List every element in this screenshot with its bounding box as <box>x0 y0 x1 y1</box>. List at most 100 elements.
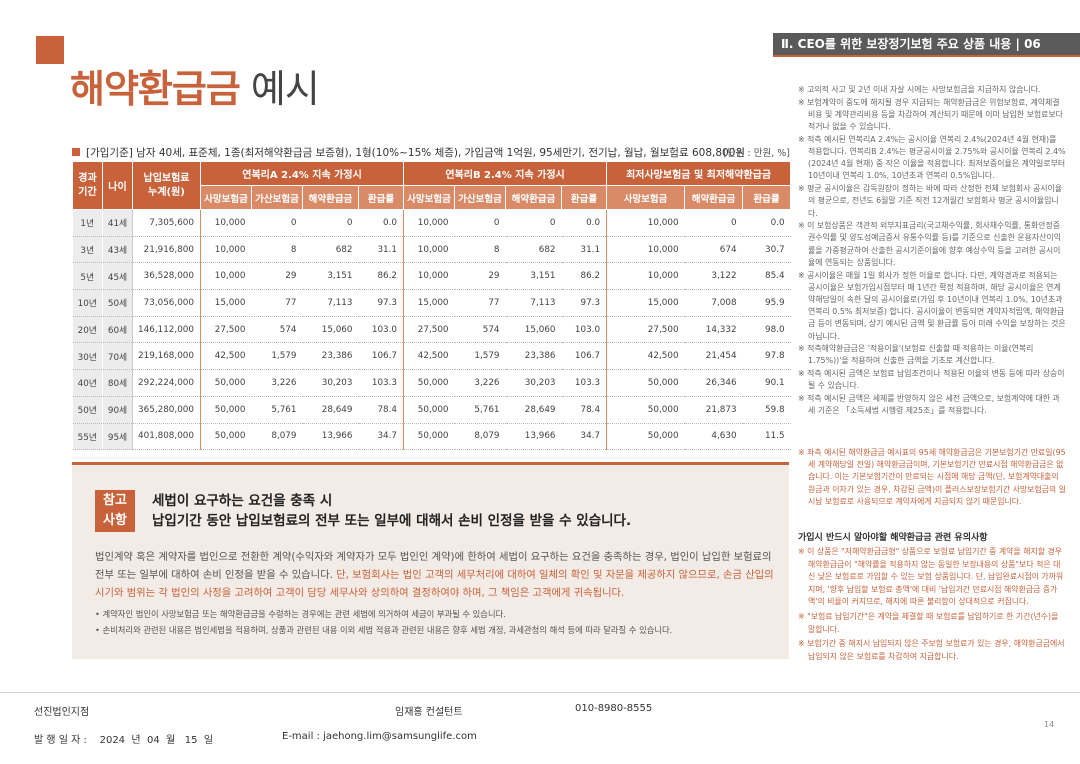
table-cell: 10,000 <box>200 209 252 237</box>
table-cell: 50,000 <box>403 423 455 451</box>
corner-accent-block <box>36 36 64 64</box>
reference-badge: 참고 사항 <box>95 490 135 532</box>
badge-line-2: 사항 <box>103 513 127 528</box>
table-cell: 50,000 <box>200 369 252 397</box>
table-cell: 50,000 <box>200 396 252 424</box>
surrender-value-table: 경과 기간 나이 납입보험료 누계(원) 연복리A 2.4% 지속 가정시 연복… <box>72 161 792 451</box>
footer-phone: 010-8980-8555 <box>575 703 653 714</box>
side-note: ※ 적측 예시된 금액은 보험료 납입조건이나 적용된 이율의 변동 등에 따라… <box>798 369 1065 391</box>
reference-bullet: • 계약자인 법인이 사망보험금 또는 해약환급금을 수령하는 경우에는 관련 … <box>95 609 506 619</box>
table-cell: 106.7 <box>561 342 607 371</box>
side-note: ※ 공시이율은 매월 1일 회사가 정한 이율로 합니다. 다만, 계약경과로 … <box>798 270 1066 341</box>
table-cell: 10,000 <box>200 262 252 291</box>
table-cell: 1,579 <box>454 342 506 371</box>
table-cell: 0 <box>454 209 506 237</box>
table-cell: 20년 <box>72 316 103 344</box>
table-cell: 14,332 <box>684 316 743 344</box>
table-cell: 30,203 <box>505 369 562 397</box>
sub-column-header: 가산보험금 <box>454 185 507 210</box>
table-cell: 5,761 <box>251 396 303 424</box>
table-cell: 10년 <box>72 289 103 317</box>
table-row: 55년 95세 401,808,000 50,000 8,079 13,966 34.7 50… <box>72 423 791 451</box>
table-cell: 50,000 <box>403 369 455 397</box>
caution-note: ※ 이 상품은 "저해약환급금형" 상품으로 보험료 납입기간 중 계약을 해지… <box>798 547 1064 607</box>
table-cell: 70세 <box>102 342 133 371</box>
sub-column-header: 사망보험금 <box>403 185 456 210</box>
page-title-rest: 예시 <box>239 67 320 111</box>
table-cell: 106.7 <box>358 342 404 371</box>
caution-note: ※ 보험기간 중 해지시 납입되지 않은 주보험 보험료가 있는 경우, 해약환… <box>798 639 1065 661</box>
reference-heading: 세법이 요구하는 요건을 충족 시 납입기간 동안 납입보험료의 전부 또는 일… <box>152 491 631 531</box>
table-cell: 103.3 <box>358 369 404 397</box>
table-cell: 86.2 <box>358 262 404 291</box>
table-cell: 30년 <box>72 342 103 371</box>
table-cell: 674 <box>684 236 743 264</box>
table-cell: 13,966 <box>302 423 359 451</box>
side-note: ※ 적측해약환급금은 '적용이율'(보험료 신출할 때 적용하는 이율(연복리 … <box>798 344 1034 366</box>
table-cell: 10,000 <box>606 236 685 264</box>
table-cell: 10,000 <box>403 209 455 237</box>
footer-rule <box>0 692 1080 693</box>
table-cell: 23,386 <box>505 342 562 371</box>
table-cell: 0.0 <box>742 209 791 237</box>
table-cell: 15,000 <box>403 289 455 317</box>
table-cell: 43세 <box>102 236 133 264</box>
table-cell: 73,056,000 <box>132 289 201 317</box>
reference-bullet: • 손비처리와 관련된 내용은 법인세법을 적용하며, 상품과 관련된 내용 이… <box>95 625 673 635</box>
table-cell: 3,226 <box>454 369 506 397</box>
table-cell: 8,079 <box>454 423 506 451</box>
table-cell: 21,873 <box>684 396 743 424</box>
table-cell: 42,500 <box>606 342 685 371</box>
table-cell: 7,008 <box>684 289 743 317</box>
table-cell: 50세 <box>102 289 133 317</box>
col-age: 나이 <box>102 161 133 210</box>
table-row: 20년 60세 146,112,000 27,500 574 15,060 103.0 27,… <box>72 316 791 344</box>
table-cell: 97.3 <box>561 289 607 317</box>
table-cell: 3,122 <box>684 262 743 291</box>
table-cell: 30.7 <box>742 236 791 264</box>
sub-column-header: 해약환급금 <box>505 185 563 210</box>
side-note: ※ 평균 공시이율은 감독원장이 정하는 바에 따라 산정한 전체 보험회사 공… <box>798 184 1062 218</box>
table-cell: 86.2 <box>561 262 607 291</box>
basis-text: [가입기준] 남자 40세, 표준체, 1종(최저해약환급금 보증형), 1형(… <box>86 147 746 159</box>
table-cell: 28,649 <box>505 396 562 424</box>
reference-heading-line-2: 납입기간 동안 납입보험료의 전부 또는 일부에 대해서 손비 인정을 받을 수… <box>152 513 632 529</box>
table-cell: 28,649 <box>302 396 359 424</box>
table-cell: 27,500 <box>403 316 455 344</box>
table-cell: 21,454 <box>684 342 743 371</box>
group-b-header: 연복리B 2.4% 지속 가정시 <box>403 161 608 186</box>
table-cell: 27,500 <box>200 316 252 344</box>
caution-notes: ※ 이 상품은 "저해약환급금형" 상품으로 보험료 납입기간 중 계약을 해지… <box>798 546 1066 665</box>
section-header: Ⅱ. CEO를 위한 보장정기보험 주요 상품 내용 | 06 <box>773 33 1080 55</box>
table-cell: 0.0 <box>358 209 404 237</box>
table-cell: 21,916,800 <box>132 236 201 264</box>
table-cell: 30,203 <box>302 369 359 397</box>
table-cell: 36,528,000 <box>132 262 201 291</box>
table-cell: 97.8 <box>742 342 791 371</box>
table-cell: 31.1 <box>358 236 404 264</box>
table-cell: 0 <box>302 209 359 237</box>
table-cell: 15,000 <box>606 289 685 317</box>
table-cell: 85.4 <box>742 262 791 291</box>
side-note: ※ 보험계약이 중도에 해지될 경우 지급되는 해약환급금은 위험보험료, 계약… <box>798 97 1063 132</box>
reference-body-text: 법인계약 혹은 계약자를 법인으로 전환한 계약(수익자와 계약자가 모두 법인… <box>95 551 772 581</box>
table-cell: 8 <box>251 236 303 264</box>
table-cell: 7,113 <box>505 289 562 317</box>
table-cell: 682 <box>302 236 359 264</box>
table-cell: 292,224,000 <box>132 369 201 397</box>
table-cell: 10,000 <box>606 262 685 291</box>
table-cell: 77 <box>251 289 303 317</box>
table-cell: 60세 <box>102 316 133 344</box>
table-cell: 34.7 <box>358 423 404 451</box>
table-cell: 41세 <box>102 209 133 237</box>
table-row: 1년 41세 7,305,600 10,000 0 0 0.0 10,000 0 0 0.0 10,0… <box>72 209 791 237</box>
table-cell: 50,000 <box>606 423 685 451</box>
unit-label: [단위 : 만원, %] <box>723 148 790 159</box>
reference-bullets: • 계약자인 법인이 사망보험금 또는 해약환급금을 수령하는 경우에는 관련 … <box>95 606 775 638</box>
table-cell: 10,000 <box>606 209 685 237</box>
table-cell: 27,500 <box>606 316 685 344</box>
table-cell: 31.1 <box>561 236 607 264</box>
table-cell: 1,579 <box>251 342 303 371</box>
group-a-header: 연복리A 2.4% 지속 가정시 <box>199 161 405 186</box>
table-cell: 10,000 <box>403 262 455 291</box>
